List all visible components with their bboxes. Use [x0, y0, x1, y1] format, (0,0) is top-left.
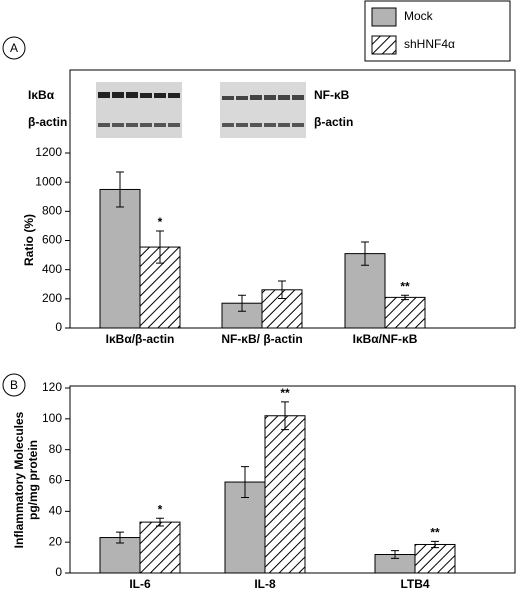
significance-mark: * [158, 502, 163, 516]
y-tick-label: 80 [49, 442, 63, 456]
blot-image [220, 82, 306, 138]
significance-mark: ** [280, 386, 290, 400]
y-tick-label: 120 [42, 380, 62, 394]
x-tick-label: LTB4 [400, 577, 429, 591]
y-tick-label: 0 [55, 565, 62, 579]
error-bar [156, 230, 164, 264]
bar [264, 415, 306, 574]
blot-image [96, 82, 182, 138]
y-tick-label: 20 [49, 534, 63, 548]
x-tick-label: IL-8 [254, 577, 276, 591]
y-tick-label: 1000 [35, 174, 62, 188]
bar [139, 521, 181, 574]
panel-label: B [10, 378, 18, 392]
error-bar [431, 540, 439, 549]
y-tick-label: 1200 [35, 145, 62, 159]
x-tick-label: IκBα/NF-κB [353, 332, 418, 346]
blot-label: NF-κB [314, 88, 350, 102]
significance-mark: * [158, 215, 163, 229]
panel-label: A [10, 41, 18, 55]
error-bar [281, 401, 289, 431]
y-axis-label: Inflammatory Molecules [12, 411, 26, 548]
error-bar [401, 294, 409, 301]
x-tick-label: IL-6 [129, 577, 151, 591]
error-bar [241, 466, 249, 498]
y-axis-label: Ratio (%) [22, 214, 36, 266]
error-bar [238, 294, 246, 312]
bar [384, 296, 426, 329]
x-tick-label: NF-κB/ β-actin [221, 332, 302, 346]
error-bar [116, 531, 124, 544]
bar [99, 188, 141, 329]
legend-label: Mock [404, 9, 434, 23]
y-tick-label: 60 [49, 473, 63, 487]
blot-label: β-actin [314, 115, 353, 129]
error-bar [278, 280, 286, 300]
y-tick-label: 100 [42, 411, 62, 425]
error-bar [156, 517, 164, 527]
significance-mark: ** [400, 279, 410, 293]
y-tick-label: 0 [55, 320, 62, 334]
significance-mark: ** [430, 526, 440, 540]
bar [344, 253, 386, 329]
y-tick-label: 200 [42, 291, 62, 305]
error-bar [116, 171, 124, 208]
bar [414, 543, 456, 574]
x-tick-label: IκBα/β-actin [106, 332, 175, 346]
blot-label: β-actin [28, 115, 67, 129]
y-tick-label: 600 [42, 233, 62, 247]
y-tick-label: 800 [42, 204, 62, 218]
y-tick-label: 40 [49, 504, 63, 518]
legend-swatch [371, 35, 397, 55]
y-tick-label: 400 [42, 262, 62, 276]
y-axis-label: pg/mg protein [26, 440, 40, 520]
panel-circle [2, 373, 26, 397]
error-bar [361, 241, 369, 266]
legend-swatch [371, 7, 397, 27]
blot-label: IκBα [28, 88, 55, 102]
panel-circle [2, 36, 26, 60]
error-bar [391, 550, 399, 559]
legend-label: shHNF4α [404, 37, 455, 51]
